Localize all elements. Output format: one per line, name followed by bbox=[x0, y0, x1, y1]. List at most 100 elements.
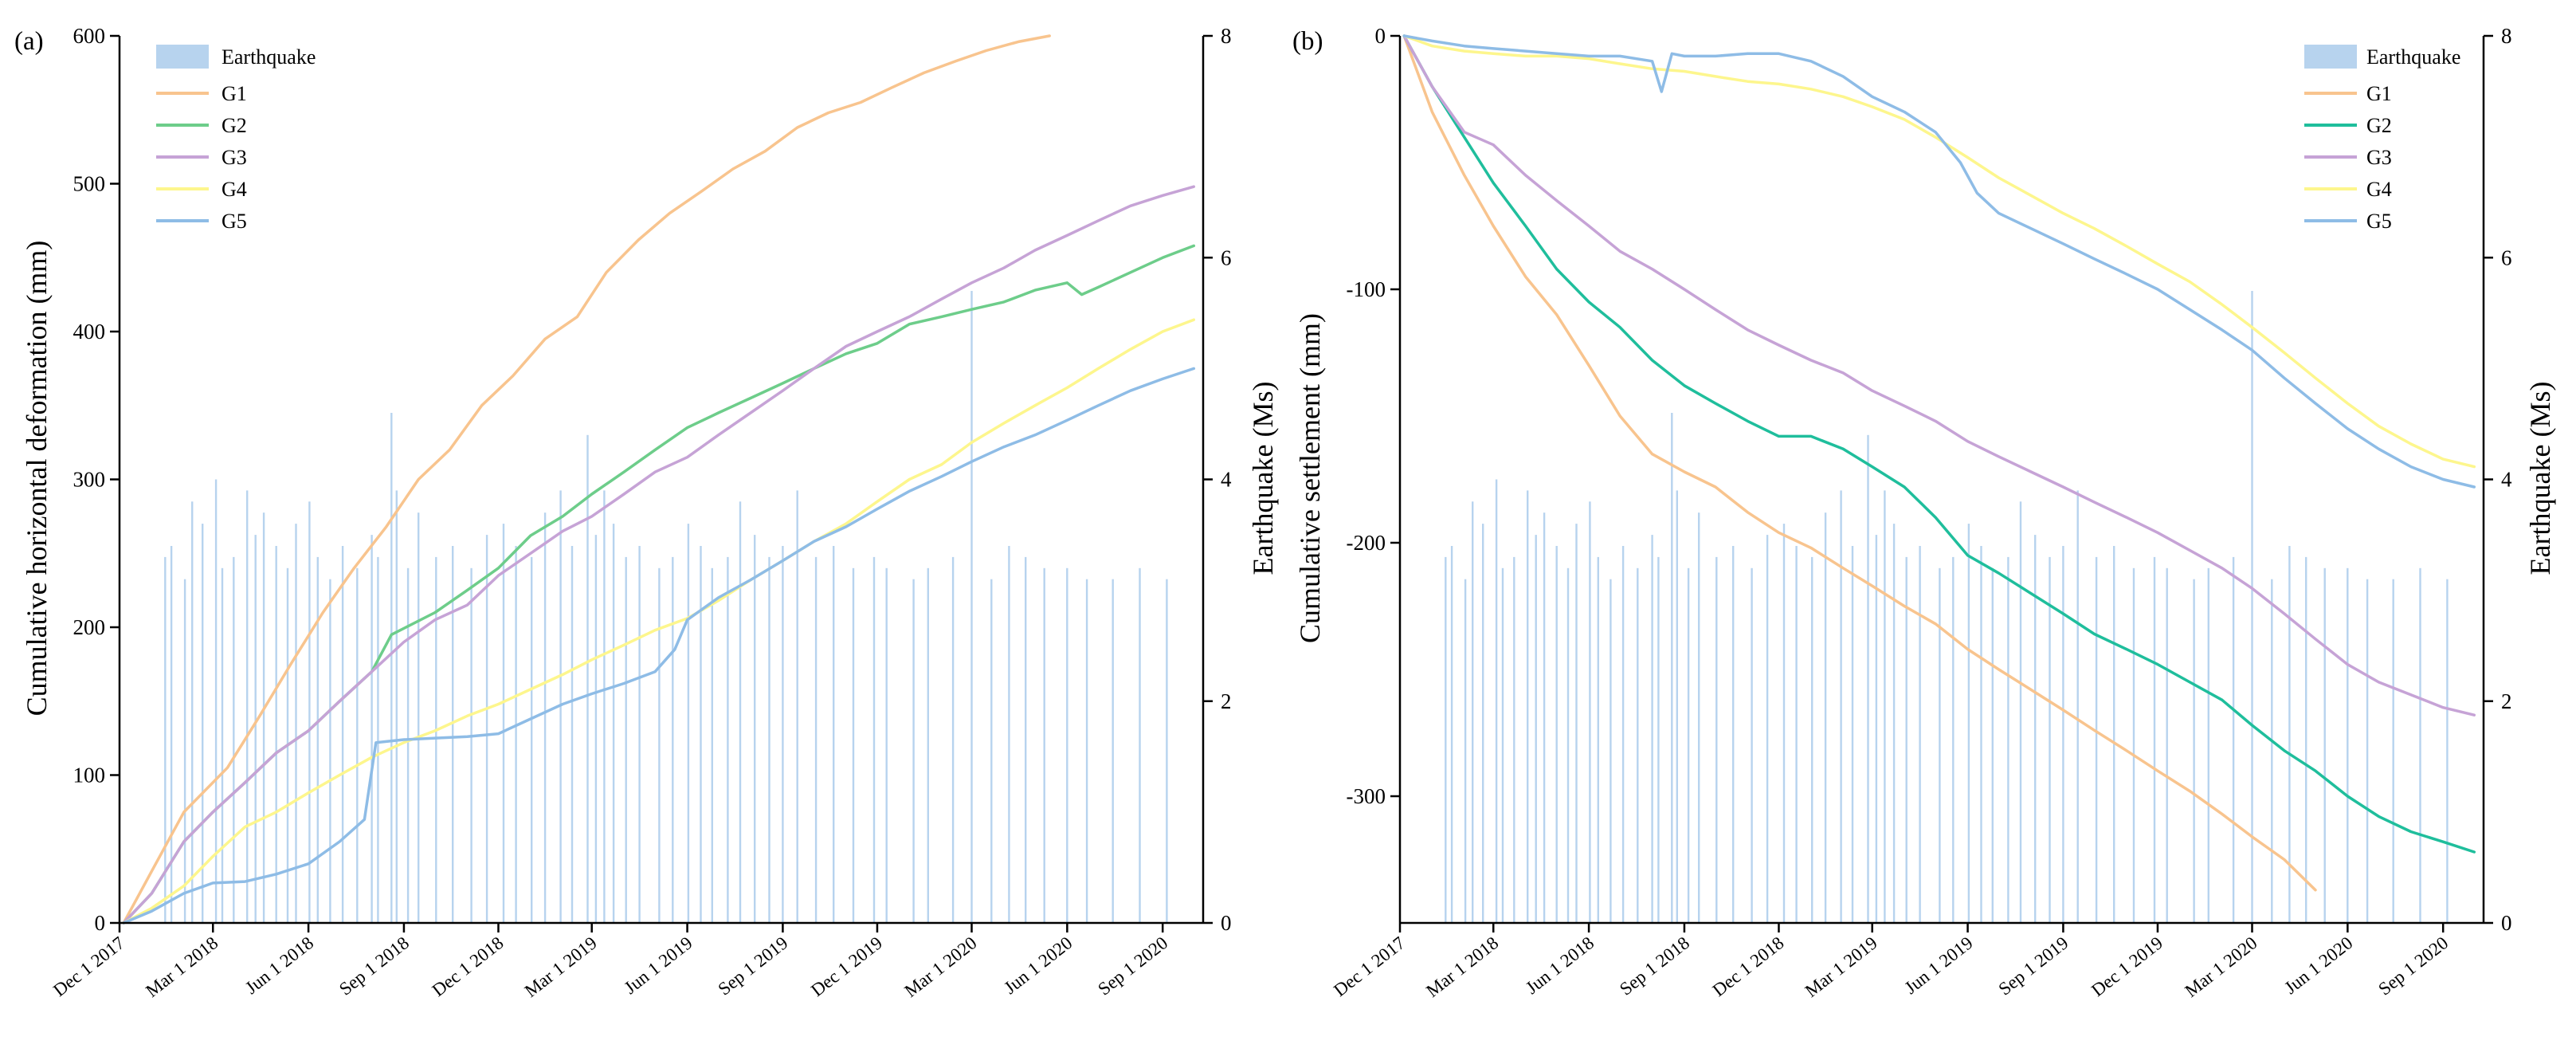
panel-b-y-axis-title: Cumulative settlement (mm) bbox=[1294, 313, 1326, 643]
panel-a-earthquake-bar-44 bbox=[700, 546, 702, 923]
panel-b-y-tick-label-1: -100 bbox=[1347, 277, 1386, 301]
panel-a-earthquake-bar-59 bbox=[951, 556, 955, 923]
panel-a-earthquake-bar-64 bbox=[1043, 567, 1045, 923]
panel-a-earthquake-bar-42 bbox=[672, 556, 674, 923]
panel-a-earthquake-bar-65 bbox=[1066, 567, 1068, 923]
panel-a-y-tick-label-0: 0 bbox=[95, 911, 106, 935]
panel-a-earthquake-bar-41 bbox=[658, 567, 661, 923]
panel-b-earthquake-bar-66 bbox=[2366, 579, 2369, 923]
panel-b-y2-axis-title: Earthquake (Ms) bbox=[2524, 382, 2556, 575]
panel-b-earthquake-bar-31 bbox=[1811, 556, 1813, 923]
panel-b-earthquake-bar-27 bbox=[1751, 567, 1753, 923]
panel-a-earthquake-bar-60 bbox=[970, 291, 973, 923]
panel-a-earthquake-bar-29 bbox=[502, 524, 505, 923]
panel-a-label: (a) bbox=[14, 27, 44, 56]
panel-b-earthquake-bar-14 bbox=[1589, 501, 1591, 923]
panel-a-series bbox=[122, 34, 1196, 925]
panel-a-series-g3 bbox=[122, 185, 1196, 925]
panel-b-series bbox=[1402, 34, 2476, 892]
panel-b-series-g1 bbox=[1402, 34, 2317, 892]
panel-b-earthquake-bar-34 bbox=[1851, 546, 1854, 923]
panel-b-earthquake-bar-42 bbox=[1952, 556, 1955, 923]
panel-a-earthquake-bar-18 bbox=[356, 567, 359, 923]
panel-a-earthquake-bar-57 bbox=[912, 579, 915, 923]
panel-a-earthquake-bar-48 bbox=[754, 535, 756, 923]
panel-b-earthquake-bar-57 bbox=[2193, 579, 2195, 923]
panel-b-earthquake-bar-43 bbox=[1967, 524, 1970, 923]
panel-a-earthquake-bar-45 bbox=[711, 567, 713, 923]
panel-a-earthquake-bar-22 bbox=[395, 490, 398, 923]
panel-a-y2-axis-title: Earthquake (Ms) bbox=[1247, 382, 1279, 575]
panel-a-legend-bar-swatch bbox=[156, 45, 209, 69]
panel-b-legend: Earthquake G1 G2 G3 G4 G5 bbox=[2304, 45, 2460, 233]
panel-a-y-tick-label-4: 400 bbox=[73, 320, 106, 344]
panel-a-earthquake-bar-14 bbox=[308, 501, 311, 923]
panel-b-earthquake-bar-20 bbox=[1657, 556, 1660, 923]
panel-a-earthquake-bar-38 bbox=[612, 524, 615, 923]
panel-a-earthquake-bar-26 bbox=[452, 546, 454, 923]
panel-a-earthquake-bar-47 bbox=[739, 501, 742, 923]
panel-a-series-g5 bbox=[122, 367, 1196, 925]
panel-b-earthquake-bar-12 bbox=[1566, 567, 1570, 923]
panel-b-legend-bar-swatch bbox=[2304, 45, 2357, 69]
panel-b-legend-g5-label: G5 bbox=[2366, 210, 2392, 233]
panel-b-earthquake-bar-23 bbox=[1687, 567, 1690, 923]
panel-a-earthquake-bar-46 bbox=[727, 556, 729, 923]
panel-b-y-tick-label-3: -300 bbox=[1347, 784, 1386, 808]
panel-a-earthquake-bar-1 bbox=[170, 546, 173, 923]
panel-b-earthquake-bar-49 bbox=[2049, 556, 2051, 923]
panel-b-earthquake-bar-56 bbox=[2166, 567, 2168, 923]
panel-a-earthquake-bar-61 bbox=[990, 579, 993, 923]
panel-a-legend-g1-label: G1 bbox=[222, 82, 247, 105]
panel-b-earthquake-bar-38 bbox=[1892, 524, 1896, 923]
panel-b-earthquake-bar-55 bbox=[2153, 556, 2156, 923]
panel-a-earthquake-bar-6 bbox=[221, 567, 224, 923]
panel-a-series-g4 bbox=[122, 318, 1196, 925]
panel-a-earthquake-bar-27 bbox=[470, 567, 472, 923]
panel-a-y2-tick-label-0: 0 bbox=[1221, 911, 1232, 935]
panel-b-earthquake-bar-30 bbox=[1795, 546, 1798, 923]
panel-b-legend-g4-label: G4 bbox=[2366, 178, 2392, 201]
panel-b-series-g3 bbox=[1402, 34, 2476, 717]
panel-a-earthquake-bar-3 bbox=[191, 501, 194, 923]
panel-b-earthquake-bar-15 bbox=[1597, 556, 1599, 923]
panel-b-earthquake-bar-8 bbox=[1527, 490, 1529, 923]
panel-b-earthquake-bar-32 bbox=[1824, 512, 1827, 923]
panel-a-y-tick-label-1: 100 bbox=[73, 764, 106, 787]
panel-a-earthquake-bar-23 bbox=[406, 567, 410, 923]
panel-a-y2-tick-label-1: 2 bbox=[1221, 689, 1232, 713]
panel-b-earthquake-bar-29 bbox=[1782, 524, 1786, 923]
panel-a-legend-bar-label: Earthquake bbox=[222, 45, 316, 69]
panel-b-earthquake-bar-3 bbox=[1472, 501, 1474, 923]
panel-b-earthquake-bar-36 bbox=[1875, 535, 1878, 923]
panel-b-earthquake-bar-45 bbox=[1991, 567, 1994, 923]
panel-b-earthquake-bar-35 bbox=[1867, 434, 1869, 923]
panel-a-legend: Earthquake G1 G2 G3 G4 G5 bbox=[156, 45, 316, 233]
panel-a-earthquake-bars bbox=[164, 291, 1168, 923]
panel-a-earthquake-bar-31 bbox=[531, 556, 533, 923]
panel-b-earthquake-bar-40 bbox=[1919, 546, 1921, 923]
panel-a-earthquake-bar-52 bbox=[814, 556, 817, 923]
panel-a-earthquake-bar-7 bbox=[233, 556, 235, 923]
panel-a-y2-tick-label-2: 4 bbox=[1221, 468, 1232, 492]
panel-b-earthquake-bar-60 bbox=[2251, 291, 2253, 923]
panel-a-earthquake-bar-24 bbox=[418, 512, 420, 923]
panel-a-earthquake-bar-19 bbox=[371, 535, 373, 923]
panel-a-y2-tick-label-4: 8 bbox=[1221, 24, 1232, 48]
panel-a-earthquake-bar-17 bbox=[341, 546, 344, 923]
panel-a-earthquake-bar-43 bbox=[687, 524, 690, 923]
panel-b-earthquake-bars bbox=[1445, 291, 2449, 923]
panel-a-earthquake-bar-56 bbox=[885, 567, 888, 923]
panel-b-earthquake-bar-51 bbox=[2076, 490, 2079, 923]
panel-a-earthquake-bar-15 bbox=[316, 556, 319, 923]
panel-a-earthquake-bar-35 bbox=[586, 434, 589, 923]
panel-b-y2-ticks: 0 2 4 6 8 bbox=[2484, 24, 2512, 935]
panel-a-earthquake-bar-25 bbox=[435, 556, 437, 923]
panel-b-earthquake-bar-46 bbox=[2007, 556, 2009, 923]
panel-b-earthquake-bar-5 bbox=[1495, 479, 1498, 923]
panel-b-earthquake-bar-59 bbox=[2232, 556, 2235, 923]
panel-a-earthquake-bar-28 bbox=[485, 535, 488, 923]
panel-b-earthquake-bar-9 bbox=[1535, 535, 1537, 923]
panel-b-earthquake-bar-19 bbox=[1651, 535, 1653, 923]
panel-b-earthquake-bar-16 bbox=[1610, 579, 1612, 923]
